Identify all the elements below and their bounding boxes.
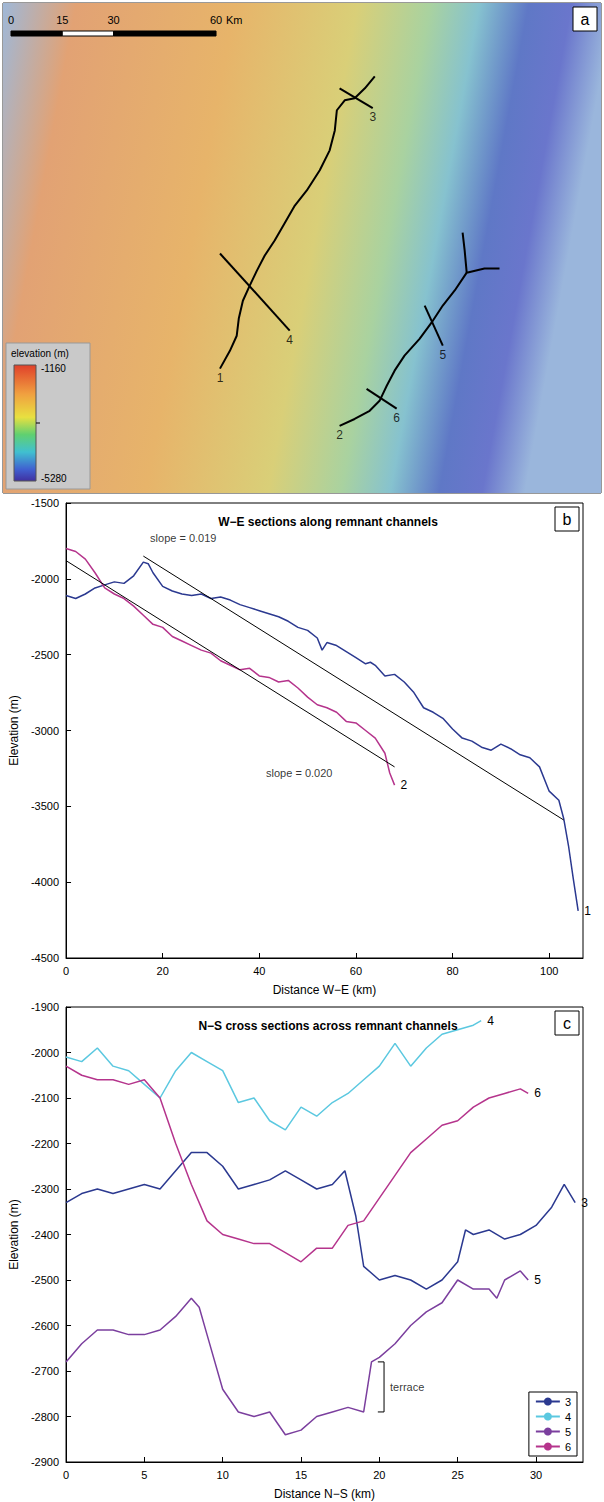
svg-text:terrace: terrace [390, 1381, 424, 1393]
svg-text:0: 0 [8, 14, 14, 26]
svg-text:4: 4 [487, 1014, 494, 1028]
svg-text:5: 5 [439, 348, 446, 362]
svg-text:b: b [563, 511, 572, 528]
svg-text:60: 60 [350, 965, 362, 977]
svg-text:6: 6 [565, 1441, 571, 1453]
svg-text:6: 6 [393, 411, 400, 425]
svg-text:30: 30 [530, 1469, 542, 1481]
svg-text:-3500: -3500 [31, 800, 59, 812]
svg-text:-3000: -3000 [31, 725, 59, 737]
svg-text:-2000: -2000 [31, 1047, 59, 1059]
svg-text:3: 3 [369, 110, 376, 124]
svg-text:N−S cross sections across remn: N−S cross sections across remnant channe… [198, 1019, 457, 1033]
svg-text:Km: Km [226, 14, 243, 26]
svg-text:40: 40 [253, 965, 265, 977]
svg-text:-1500: -1500 [31, 497, 59, 509]
svg-text:1: 1 [217, 371, 224, 385]
svg-text:15: 15 [295, 1469, 307, 1481]
svg-text:W−E sections along remnant cha: W−E sections along remnant channels [218, 515, 438, 529]
svg-text:80: 80 [446, 965, 458, 977]
svg-text:Elevation (m): Elevation (m) [7, 695, 21, 766]
svg-text:Elevation (m): Elevation (m) [7, 1199, 21, 1270]
svg-text:100: 100 [540, 965, 558, 977]
svg-text:-2100: -2100 [31, 1092, 59, 1104]
svg-text:-1160: -1160 [41, 363, 66, 374]
svg-text:4: 4 [286, 333, 293, 347]
svg-text:-2800: -2800 [31, 1411, 59, 1423]
svg-text:-2900: -2900 [31, 1456, 59, 1468]
svg-text:3: 3 [581, 1196, 588, 1210]
svg-text:2: 2 [336, 428, 343, 442]
svg-text:-2700: -2700 [31, 1365, 59, 1377]
svg-text:25: 25 [452, 1469, 464, 1481]
svg-text:20: 20 [157, 965, 169, 977]
svg-text:-2300: -2300 [31, 1183, 59, 1195]
svg-text:-5280: -5280 [41, 473, 67, 484]
svg-text:Distance W−E (km): Distance W−E (km) [273, 983, 377, 997]
svg-text:1: 1 [584, 904, 591, 918]
svg-text:5: 5 [565, 1426, 571, 1438]
svg-text:slope = 0.020: slope = 0.020 [266, 767, 332, 779]
svg-text:-1900: -1900 [31, 1001, 59, 1013]
svg-text:30: 30 [107, 14, 119, 26]
svg-text:-2500: -2500 [31, 1274, 59, 1286]
svg-text:-2500: -2500 [31, 649, 59, 661]
svg-text:c: c [563, 1015, 571, 1032]
svg-text:Distance N−S (km): Distance N−S (km) [274, 1487, 375, 1501]
svg-text:slope = 0.019: slope = 0.019 [150, 532, 216, 544]
svg-text:4: 4 [565, 1411, 571, 1423]
svg-text:-4500: -4500 [31, 952, 59, 964]
svg-text:-4000: -4000 [31, 876, 59, 888]
svg-text:3: 3 [565, 1396, 571, 1408]
svg-text:-2000: -2000 [31, 573, 59, 585]
svg-text:10: 10 [217, 1469, 229, 1481]
svg-text:elevation (m): elevation (m) [11, 348, 69, 359]
svg-text:-2400: -2400 [31, 1229, 59, 1241]
svg-text:6: 6 [534, 1086, 541, 1100]
svg-text:a: a [581, 11, 590, 28]
svg-text:0: 0 [63, 965, 69, 977]
svg-text:5: 5 [534, 1273, 541, 1287]
svg-text:15: 15 [56, 14, 68, 26]
svg-text:2: 2 [401, 778, 408, 792]
svg-text:-2200: -2200 [31, 1138, 59, 1150]
svg-text:5: 5 [141, 1469, 147, 1481]
svg-text:60: 60 [210, 14, 222, 26]
svg-text:20: 20 [373, 1469, 385, 1481]
svg-text:-2600: -2600 [31, 1320, 59, 1332]
svg-text:0: 0 [63, 1469, 69, 1481]
